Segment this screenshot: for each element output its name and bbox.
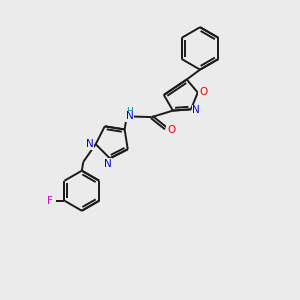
Text: N: N bbox=[103, 159, 111, 169]
Text: N: N bbox=[192, 105, 200, 115]
Text: O: O bbox=[199, 87, 207, 97]
Text: F: F bbox=[47, 196, 53, 206]
Text: O: O bbox=[167, 125, 175, 135]
Text: H: H bbox=[126, 107, 132, 116]
Text: N: N bbox=[86, 139, 94, 149]
Text: N: N bbox=[126, 112, 134, 122]
